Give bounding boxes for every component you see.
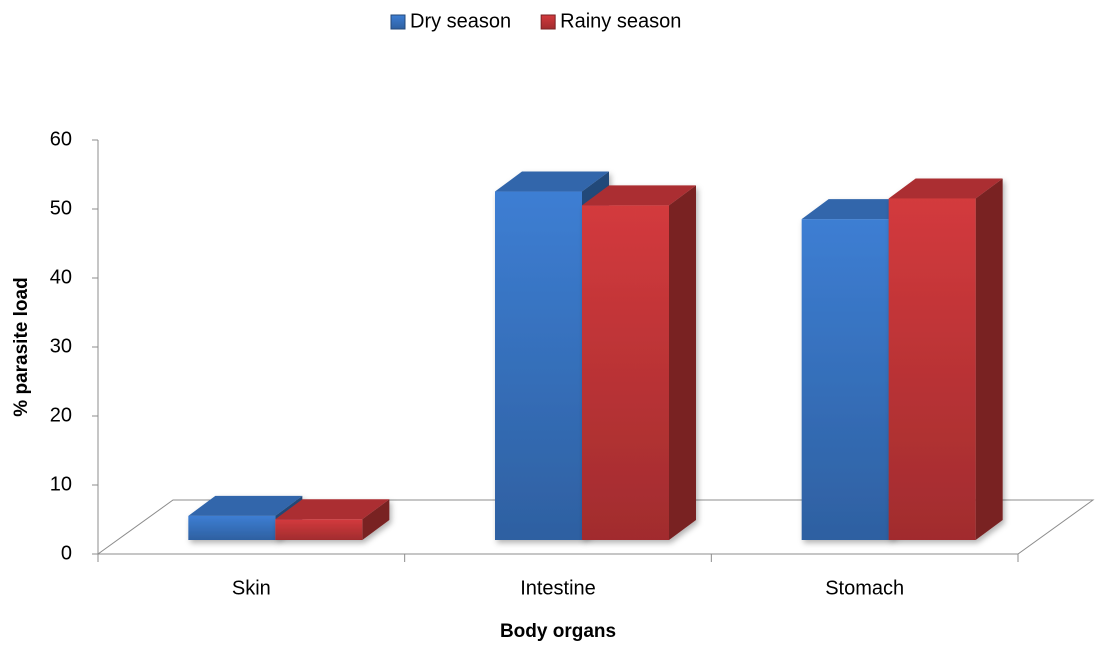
x-axis-label: Body organs xyxy=(500,621,616,642)
y-tick-label: 50 xyxy=(50,197,72,219)
bar xyxy=(275,499,390,540)
y-axis-label: % parasite load xyxy=(11,277,32,416)
bar-top xyxy=(188,495,303,516)
y-tick-label: 40 xyxy=(50,266,72,288)
legend-swatch xyxy=(390,14,406,30)
bar-front xyxy=(275,519,363,540)
bar-top xyxy=(801,199,916,220)
legend-label: Dry season xyxy=(410,10,511,32)
y-tick-label: 20 xyxy=(50,404,72,426)
x-tick-label: Skin xyxy=(232,577,271,599)
bar xyxy=(582,185,696,540)
bar-top xyxy=(582,185,696,206)
bar-front xyxy=(188,515,276,540)
y-tick-label: 60 xyxy=(50,128,72,150)
legend-swatch xyxy=(540,14,556,30)
bar-front xyxy=(888,198,976,540)
x-tick-label: Stomach xyxy=(825,577,904,599)
y-tick-label: 30 xyxy=(50,335,72,357)
bar-side xyxy=(669,185,696,540)
y-tick-label: 10 xyxy=(50,473,72,495)
bar-front xyxy=(801,219,889,540)
bar-front xyxy=(582,205,669,540)
x-tick-label: Intestine xyxy=(520,577,596,599)
bar-top xyxy=(275,499,390,520)
bar-top xyxy=(495,171,609,192)
bar-top xyxy=(888,178,1003,199)
bar-side xyxy=(975,178,1003,540)
bar xyxy=(888,178,1003,540)
legend-label: Rainy season xyxy=(560,10,681,32)
y-tick-label: 0 xyxy=(61,542,72,564)
bar-side xyxy=(362,499,390,540)
bar-front xyxy=(495,191,582,541)
